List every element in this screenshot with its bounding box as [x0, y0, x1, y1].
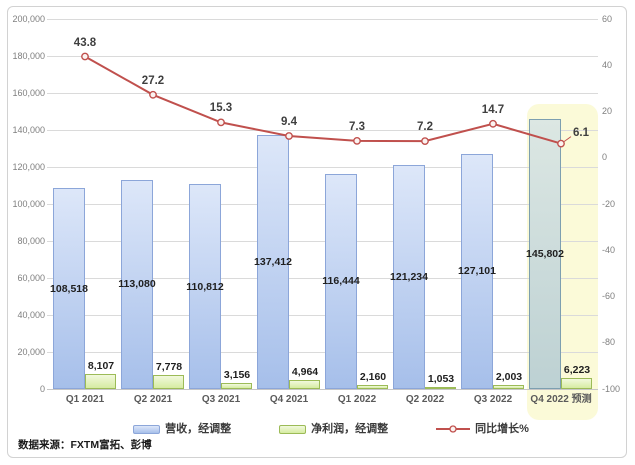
- yoy-value-label: 6.1: [573, 126, 589, 139]
- x-axis-category-label: Q1 2022: [337, 394, 377, 405]
- grid-line: [47, 315, 598, 316]
- revenue-bar: [121, 179, 153, 389]
- left-axis-tick-label: 100,000: [12, 198, 45, 209]
- left-axis-tick-label: 160,000: [12, 87, 45, 98]
- legend-item-revenue: 营收，经调整: [133, 422, 231, 436]
- right-axis-tick-label: -60: [602, 291, 616, 301]
- revenue-value-label: 127,101: [458, 265, 496, 278]
- revenue-value-label: 137,412: [254, 255, 292, 268]
- revenue-bar: [461, 153, 493, 389]
- revenue-swatch-icon: [133, 424, 161, 434]
- x-axis-category-label: Q1 2021: [65, 394, 105, 405]
- right-axis-tick-label: -100: [602, 383, 621, 394]
- netprofit-bar: [561, 377, 592, 389]
- left-axis-tick-label: 120,000: [12, 161, 45, 172]
- left-axis-tick-label: 40,000: [17, 309, 45, 320]
- x-axis-category-label: Q2 2022: [405, 394, 445, 405]
- yoy-value-label: 27.2: [141, 74, 165, 87]
- right-axis-tick-label: -80: [602, 337, 616, 348]
- right-axis-tick-label: -40: [602, 244, 616, 255]
- source-note: 数据来源：FXTM富拓、彭博: [18, 439, 152, 451]
- netprofit-value-label: 2,003: [495, 371, 523, 384]
- revenue-bar: [53, 188, 85, 389]
- grid-line: [47, 389, 598, 390]
- netprofit-bar: [493, 385, 524, 389]
- right-axis-tick-label: -20: [602, 198, 616, 209]
- netprofit-bar: [289, 379, 320, 389]
- legend-item-netprofit: 净利润，经调整: [279, 422, 388, 436]
- legend-label-revenue: 营收，经调整: [165, 423, 232, 435]
- yoy-value-label: 7.3: [349, 120, 365, 133]
- revenue-bar: [189, 184, 221, 389]
- grid-line: [47, 278, 598, 279]
- revenue-value-label: 116,444: [322, 275, 360, 288]
- grid-line: [47, 352, 598, 353]
- left-axis-tick-label: 20,000: [17, 346, 45, 357]
- revenue-value-label: 113,080: [118, 278, 156, 291]
- revenue-bar: [257, 134, 289, 389]
- yoy-value-label: 14.7: [481, 103, 505, 116]
- legend: 营收，经调整 净利润，经调整 同比增长%: [7, 420, 625, 438]
- revenue-bar: [393, 164, 425, 389]
- x-axis-category-label: Q3 2021: [201, 394, 241, 405]
- right-axis-tick-label: 20: [602, 106, 613, 116]
- left-axis-tick-label: 60,000: [17, 272, 45, 283]
- right-axis-tick-label: 40: [602, 59, 613, 70]
- netprofit-bar: [221, 383, 252, 389]
- legend-label-netprofit: 净利润，经调整: [311, 423, 389, 435]
- right-axis-tick-label: 60: [602, 13, 613, 24]
- netprofit-value-label: 6,223: [563, 363, 591, 376]
- grid-line: [47, 167, 598, 168]
- legend-label-yoy: 同比增长%: [475, 423, 529, 435]
- netprofit-bar: [153, 374, 184, 389]
- revenue-bar: [325, 173, 357, 389]
- netprofit-bar: [85, 374, 116, 389]
- revenue-value-label: 121,234: [390, 270, 428, 283]
- revenue-value-label: 145,802: [526, 248, 564, 261]
- netprofit-value-label: 1,053: [427, 373, 455, 386]
- netprofit-value-label: 2,160: [359, 371, 387, 383]
- netprofit-value-label: 7,778: [155, 360, 183, 373]
- yoy-line-swatch-icon: [436, 425, 471, 433]
- revenue-bar-forecast: [529, 119, 561, 389]
- left-axis-tick-label: 180,000: [12, 50, 45, 61]
- left-axis-tick-label: 80,000: [17, 235, 45, 246]
- right-axis-tick-label: 0: [602, 152, 608, 163]
- left-axis-tick-label: 140,000: [12, 124, 45, 135]
- netprofit-swatch-icon: [279, 424, 307, 434]
- netprofit-bar: [425, 387, 456, 390]
- left-axis-tick-label: 200,000: [12, 13, 45, 24]
- revenue-value-label: 110,812: [186, 280, 224, 293]
- x-axis-category-label: Q4 2021: [269, 394, 309, 405]
- grid-line: [47, 19, 598, 20]
- netprofit-value-label: 4,964: [291, 365, 319, 378]
- yoy-value-label: 9.4: [281, 116, 297, 128]
- x-axis-category-label: Q3 2022: [473, 394, 513, 405]
- grid-line: [47, 204, 598, 205]
- x-axis-category-label: Q4 2022 预测: [530, 394, 592, 405]
- legend-item-yoy: 同比增长%: [436, 422, 529, 436]
- yoy-value-label: 15.3: [209, 102, 233, 115]
- netprofit-bar: [357, 385, 388, 389]
- netprofit-value-label: 8,107: [87, 360, 115, 372]
- yoy-value-label: 7.2: [417, 121, 433, 134]
- left-axis-tick-label: 0: [39, 383, 45, 394]
- grid-line: [47, 241, 598, 242]
- x-axis-category-label: Q2 2021: [133, 394, 173, 405]
- yoy-value-label: 43.8: [73, 36, 97, 49]
- revenue-value-label: 108,518: [50, 282, 88, 295]
- netprofit-value-label: 3,156: [223, 369, 251, 382]
